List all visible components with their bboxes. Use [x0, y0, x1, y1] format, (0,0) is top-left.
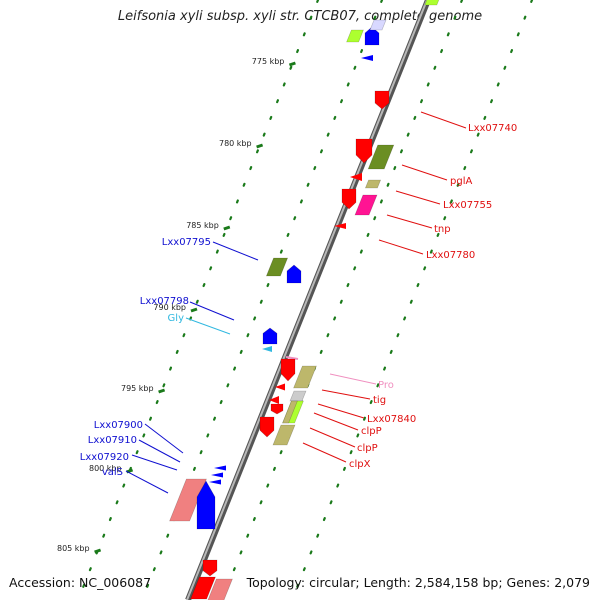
feature-label: clpX — [349, 459, 371, 470]
ruler-tick — [158, 388, 166, 394]
feature-clpx — [272, 424, 296, 446]
feature-label: Lxx07920 — [80, 452, 129, 463]
feature-lxx07840 — [270, 403, 284, 415]
feature-pro-pseudo — [285, 356, 299, 360]
label-leader-line — [386, 214, 433, 229]
dotted-track-right-inner — [220, 0, 464, 600]
label-leader-line — [378, 239, 424, 255]
label-leader-line — [131, 454, 178, 471]
features — [169, 0, 440, 600]
feature-reverse-small — [334, 223, 346, 229]
label-leader-line — [420, 111, 467, 129]
feature-label: Lxx07900 — [94, 420, 143, 431]
feature-label: tnp — [434, 224, 451, 235]
feature-tnp — [354, 194, 378, 216]
feature-forward-small — [361, 55, 373, 61]
feature-label: clpP — [357, 443, 378, 454]
label-leader-line — [313, 412, 359, 431]
feature-reverse-gene — [202, 559, 218, 577]
feature-label: Lxx07910 — [88, 435, 137, 446]
feature-label: Lxx07840 — [367, 414, 416, 425]
feature-pink-gene — [169, 478, 207, 522]
feature-grey-gene — [289, 390, 307, 402]
kbp-ruler: 775 kbp 780 kbp 785 kbp 790 kbp 795 kbp 800 k… — [57, 57, 296, 554]
feature-label: pglA — [450, 176, 472, 187]
ruler-tick — [288, 61, 296, 67]
label-leader-line — [329, 373, 377, 385]
feature-label: Lxx07795 — [162, 237, 211, 248]
label-leader-line — [317, 403, 365, 419]
feature-vals — [196, 480, 216, 530]
feature-label: Gly — [168, 313, 185, 324]
ruler-tick — [94, 548, 102, 554]
feature-reverse-small — [269, 396, 279, 404]
label-leader-line — [185, 317, 231, 335]
feature-reverse-gene — [190, 576, 216, 600]
feature-label: Lxx07755 — [443, 200, 492, 211]
feature-lxx07795 — [265, 257, 289, 277]
dotted-track-left-outer — [76, 0, 320, 600]
feature-clpp-khaki — [282, 400, 298, 424]
ruler-label: 795 kbp — [121, 384, 154, 393]
feature-pgla — [367, 144, 395, 170]
feature-lime-gene — [346, 29, 364, 43]
feature-reverse-small — [275, 383, 285, 391]
feature-forward-gene — [286, 264, 302, 284]
label-leader-line — [302, 442, 347, 463]
ruler-label: 780 kbp — [219, 139, 252, 148]
label-leader-line — [144, 423, 184, 454]
backbone — [185, 0, 431, 600]
label-leader-line — [189, 301, 235, 321]
feature-reverse-gene — [355, 138, 373, 164]
feature-pink-gene — [207, 578, 233, 600]
label-leader-line — [321, 389, 371, 400]
feature-label: Pro — [378, 380, 394, 391]
feature-khaki-gene — [364, 179, 382, 189]
feature-label: valS — [102, 467, 123, 478]
feature-lxx07798 — [262, 327, 278, 345]
track-guides — [76, 0, 534, 600]
feature-lime-gene — [424, 0, 440, 6]
accession-text: Accession: NC_006087 — [9, 575, 152, 590]
feature-lxx07910 — [211, 472, 223, 478]
label-leader-line — [212, 241, 259, 261]
feature-label: Lxx07740 — [468, 123, 517, 134]
label-leader-line — [395, 190, 441, 205]
dotted-track-right-outer — [290, 0, 534, 600]
feature-lxx07755 — [341, 188, 357, 210]
ruler-label: 775 kbp — [252, 57, 285, 66]
dotted-track-left-inner — [140, 0, 384, 600]
feature-tig — [280, 358, 296, 382]
feature-labels: Lxx07740 pglA Lxx07755 tnp Lxx07780 Lxx07795 L… — [80, 111, 517, 494]
map-title: Leifsonia xyli subsp. xyli str. CTCB07, … — [117, 9, 483, 24]
ruler-tick — [256, 143, 264, 149]
feature-label: Lxx07798 — [140, 296, 189, 307]
feature-clpp-2 — [259, 416, 275, 438]
feature-lxx07740 — [374, 90, 390, 110]
label-leader-line — [309, 427, 356, 448]
ruler-label: 800 kbp — [89, 464, 122, 473]
feature-pale-gene — [369, 19, 387, 31]
ruler-tick — [223, 225, 231, 231]
ruler-label: 805 kbp — [57, 544, 90, 553]
feature-label: clpP — [361, 426, 382, 437]
feature-label: tig — [373, 395, 386, 406]
ruler-tick — [190, 307, 198, 313]
feature-khaki-gene — [293, 365, 317, 389]
label-leader-line — [401, 164, 448, 181]
genome-summary: Topology: circular; Length: 2,584,158 bp… — [246, 575, 590, 590]
feature-lxx07900 — [214, 465, 226, 471]
feature-label: Lxx07780 — [426, 250, 475, 261]
label-leader-line — [125, 470, 169, 494]
feature-lxx07920 — [209, 479, 221, 485]
ruler-label: 785 kbp — [186, 221, 219, 230]
ruler-label: 790 kbp — [153, 303, 186, 312]
feature-gly-trna — [262, 346, 272, 352]
label-leader-line — [138, 439, 181, 463]
feature-reverse-small — [350, 173, 362, 181]
